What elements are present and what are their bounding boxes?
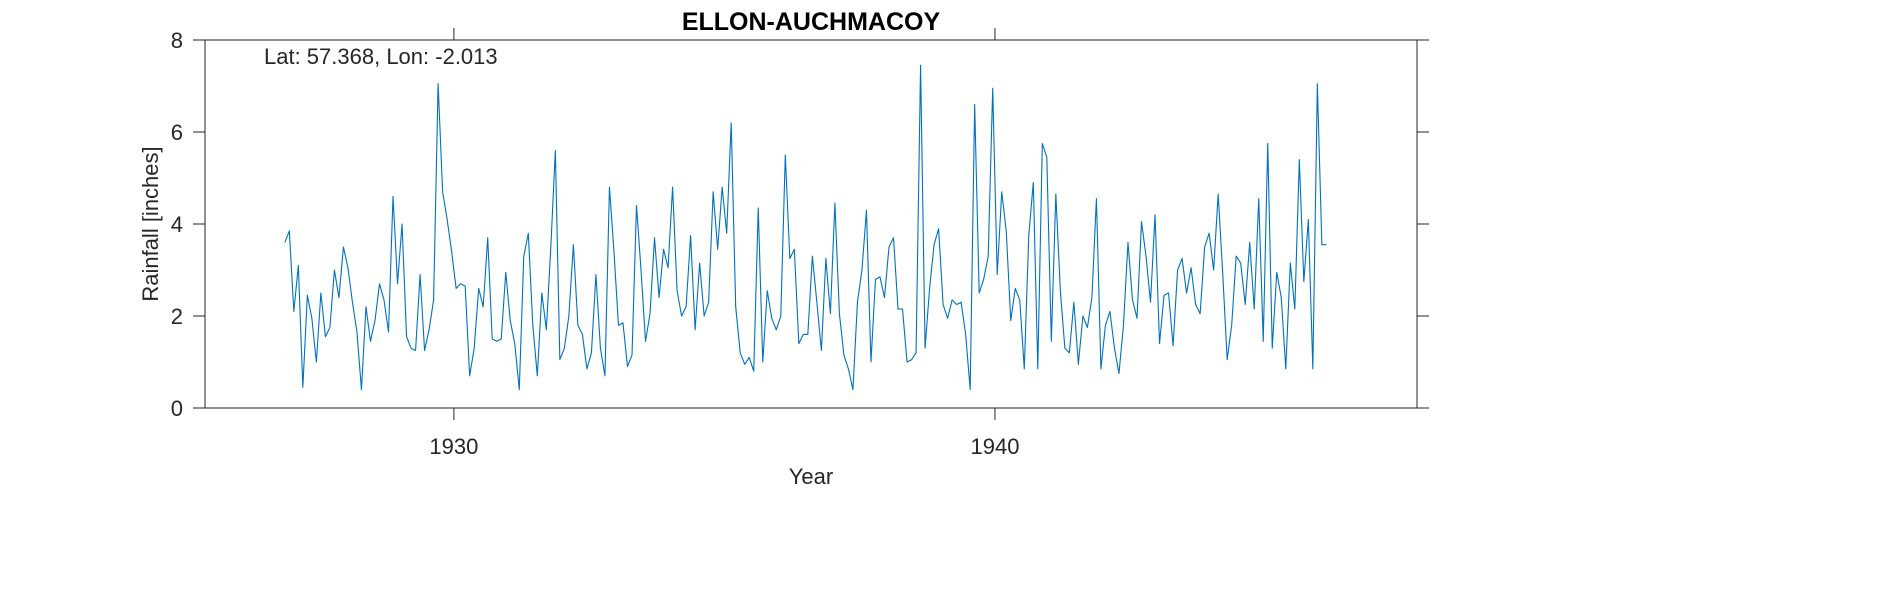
y-tick-label: 4 [171,212,183,237]
rainfall-series-line [284,64,1327,391]
x-tick-label: 1940 [970,434,1019,459]
plot-box [204,39,1418,409]
y-axis-label: Rainfall [inches] [138,146,163,301]
plot-area [205,40,1417,408]
y-tick-label: 6 [171,120,183,145]
axis-ticks [193,28,1429,420]
location-annotation: Lat: 57.368, Lon: -2.013 [264,44,498,69]
y-tick-label: 2 [171,304,183,329]
chart-title: ELLON-AUCHMACOY [682,8,941,36]
x-axis-label: Year [789,464,833,489]
y-tick-label: 8 [171,28,183,53]
y-tick-label: 0 [171,396,183,421]
x-tick-label: 1930 [429,434,478,459]
axis-tick-labels: 0 2 4 6 8 1930 1940 [171,28,1020,459]
